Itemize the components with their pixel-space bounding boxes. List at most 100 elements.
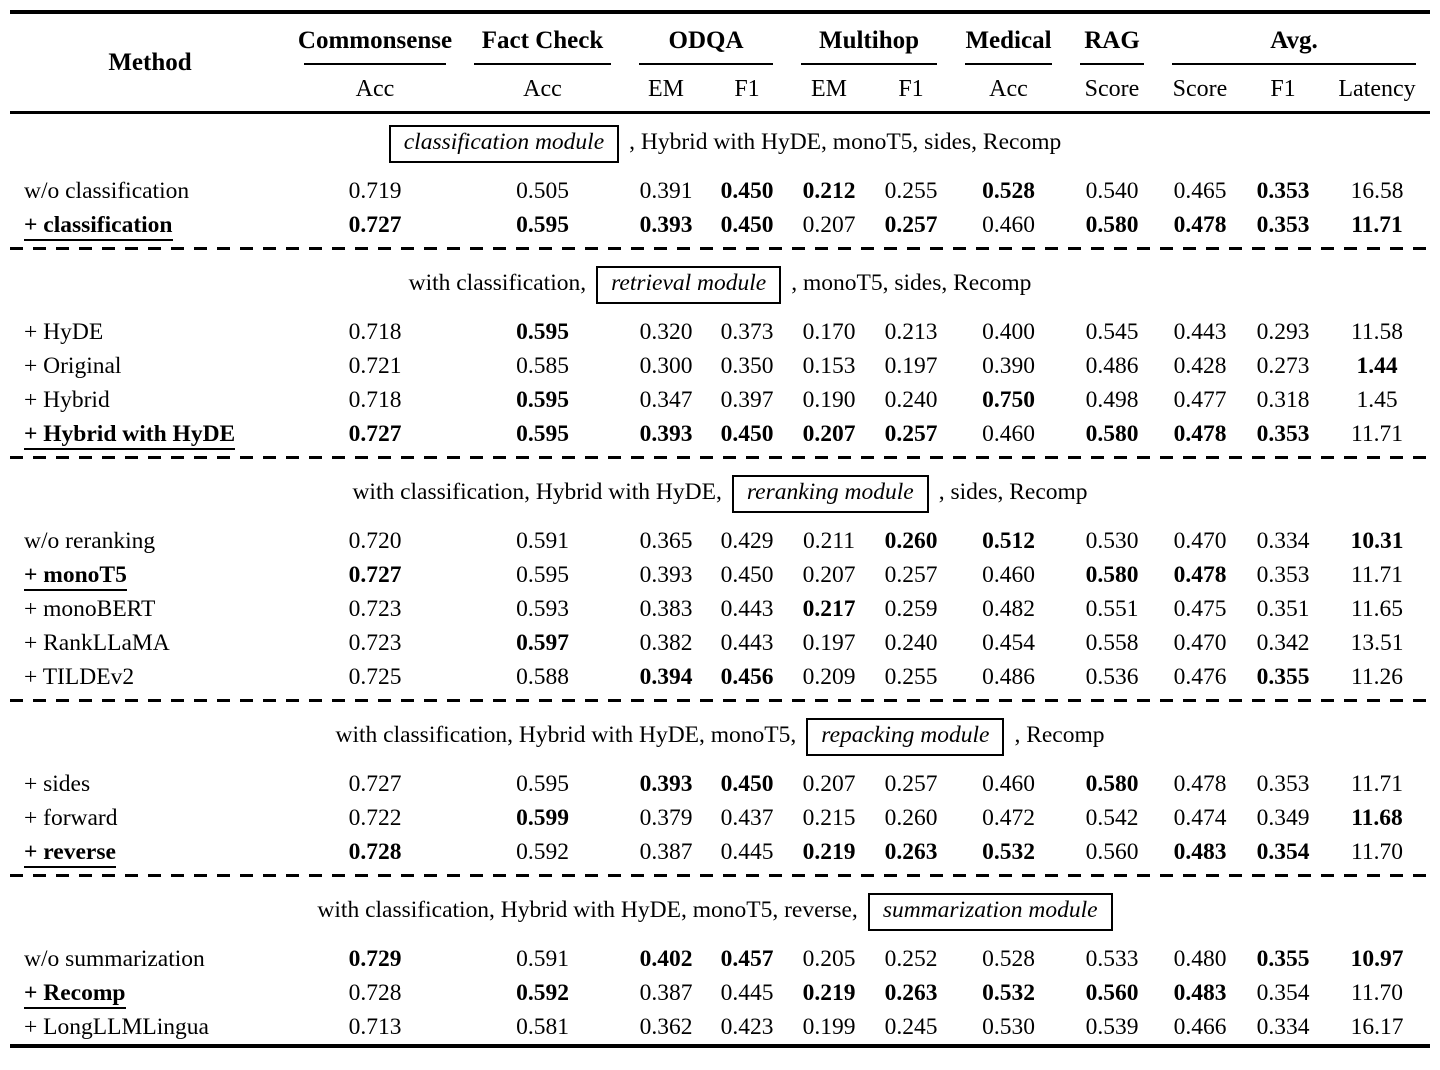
- table-row: w/o classification 0.719 0.505 0.391 0.450 0.…: [10, 174, 1430, 208]
- value-cell: 0.530: [1085, 527, 1139, 554]
- method-label: + sides: [24, 770, 91, 797]
- column-group-medical: Medical: [951, 12, 1066, 68]
- value-cell: 0.252: [884, 945, 938, 972]
- subheader-odqa-f1: F1: [707, 68, 787, 114]
- value-cell: 0.153: [802, 352, 856, 379]
- header-group-row: Method Commonsense Fact Check ODQA Multi…: [10, 12, 1430, 114]
- value-cell: 0.209: [802, 663, 856, 690]
- value-cell: 0.355: [1256, 945, 1310, 972]
- value-cell: 0.211: [802, 527, 855, 554]
- table-header: Method Commonsense Fact Check ODQA Multi…: [10, 12, 1431, 114]
- value-cell: 0.727: [348, 211, 402, 238]
- value-cell: 0.393: [639, 420, 693, 447]
- value-cell: 0.483: [1173, 979, 1227, 1006]
- method-cell: + Recomp: [10, 976, 290, 1010]
- value-cell: 0.460: [982, 420, 1035, 447]
- method-cell: + monoT5: [10, 558, 290, 592]
- table-row: + reverse 0.728 0.592 0.387 0.445 0.219 0.263 0…: [10, 835, 1430, 869]
- value-cell: 0.207: [802, 770, 856, 797]
- table-row: + monoT5 0.727 0.595 0.393 0.450 0.207 0.257 0.…: [10, 558, 1430, 592]
- value-cell: 0.595: [516, 211, 569, 238]
- value-cell: 0.593: [516, 595, 569, 622]
- value-cell: 0.450: [720, 561, 774, 588]
- method-label: + forward: [24, 804, 118, 831]
- section-caption-row: with classification, retrieval module , mo…: [10, 255, 1430, 315]
- value-cell: 0.255: [884, 663, 938, 690]
- value-cell: 0.727: [348, 561, 402, 588]
- value-cell: 0.320: [639, 318, 693, 345]
- value-cell: 0.532: [982, 979, 1035, 1006]
- value-cell: 0.722: [348, 804, 402, 831]
- value-cell: 0.542: [1085, 804, 1139, 831]
- section-caption: with classification, Hybrid with HyDE, m…: [10, 707, 1430, 767]
- method-label: w/o reranking: [24, 527, 156, 554]
- section-separator: [10, 451, 1431, 464]
- value-cell: 0.580: [1085, 561, 1139, 588]
- ablation-results-table: Method Commonsense Fact Check ODQA Multi…: [10, 10, 1431, 1048]
- value-cell: 0.588: [516, 663, 569, 690]
- value-cell: 0.595: [516, 561, 569, 588]
- value-cell: 0.197: [884, 352, 938, 379]
- method-label: + Recomp: [24, 979, 126, 1009]
- value-cell: 0.354: [1256, 838, 1310, 865]
- value-cell: 0.719: [348, 177, 402, 204]
- value-cell: 0.354: [1256, 979, 1310, 1006]
- value-cell: 11.68: [1351, 804, 1403, 831]
- value-cell: 0.205: [802, 945, 856, 972]
- value-cell: 0.480: [1173, 945, 1227, 972]
- value-cell: 0.460: [982, 770, 1035, 797]
- section-caption-row: with classification, Hybrid with HyDE, re…: [10, 464, 1430, 524]
- value-cell: 11.71: [1351, 211, 1403, 238]
- value-cell: 0.728: [348, 838, 402, 865]
- value-cell: 0.592: [516, 838, 569, 865]
- value-cell: 0.260: [884, 804, 938, 831]
- subheader-multihop-em: EM: [787, 68, 871, 114]
- value-cell: 0.373: [720, 318, 774, 345]
- table-row: w/o reranking 0.720 0.591 0.365 0.429 0.211 0.…: [10, 524, 1430, 558]
- table-row: + Recomp 0.728 0.592 0.387 0.445 0.219 0.263 0.…: [10, 976, 1430, 1010]
- value-cell: 16.58: [1350, 177, 1404, 204]
- value-cell: 0.478: [1173, 420, 1227, 447]
- value-cell: 0.293: [1256, 318, 1310, 345]
- value-cell: 0.595: [516, 770, 569, 797]
- value-cell: 0.727: [348, 770, 402, 797]
- value-cell: 0.170: [802, 318, 856, 345]
- value-cell: 0.595: [516, 318, 569, 345]
- section-caption: with classification, Hybrid with HyDE, re…: [10, 464, 1430, 524]
- value-cell: 11.70: [1351, 838, 1404, 865]
- module-box: reranking module: [731, 475, 929, 513]
- section-caption-row: with classification, Hybrid with HyDE, m…: [10, 707, 1430, 767]
- section-caption-row: classification module , Hybrid with HyDE,…: [10, 113, 1430, 175]
- value-cell: 0.383: [639, 595, 693, 622]
- value-cell: 0.445: [720, 979, 774, 1006]
- value-cell: 0.721: [348, 352, 402, 379]
- value-cell: 10.31: [1350, 527, 1404, 554]
- method-cell: + reverse: [10, 835, 290, 869]
- subheader-medical-acc: Acc: [951, 68, 1066, 114]
- module-box: repacking module: [806, 718, 1005, 756]
- method-label: + TILDEv2: [24, 663, 135, 690]
- value-cell: 0.207: [802, 561, 856, 588]
- value-cell: 0.580: [1085, 420, 1139, 447]
- value-cell: 0.560: [1085, 979, 1139, 1006]
- value-cell: 0.255: [884, 177, 938, 204]
- value-cell: 0.486: [982, 663, 1035, 690]
- column-group-odqa: ODQA: [625, 12, 787, 68]
- method-cell: + forward: [10, 801, 290, 835]
- value-cell: 0.263: [884, 838, 938, 865]
- value-cell: 0.486: [1085, 352, 1139, 379]
- value-cell: 11.70: [1351, 979, 1404, 1006]
- value-cell: 0.353: [1256, 561, 1310, 588]
- column-group-avg: Avg.: [1158, 12, 1430, 68]
- value-cell: 0.474: [1173, 804, 1227, 831]
- value-cell: 11.26: [1351, 663, 1404, 690]
- value-cell: 0.476: [1173, 663, 1227, 690]
- table-row: + monoBERT 0.723 0.593 0.383 0.443 0.217 0.259…: [10, 592, 1430, 626]
- module-box: retrieval module: [596, 266, 782, 304]
- value-cell: 1.44: [1356, 352, 1398, 379]
- method-cell: w/o reranking: [10, 524, 290, 558]
- value-cell: 0.215: [802, 804, 856, 831]
- value-cell: 0.402: [639, 945, 693, 972]
- value-cell: 0.349: [1256, 804, 1310, 831]
- value-cell: 0.591: [516, 527, 569, 554]
